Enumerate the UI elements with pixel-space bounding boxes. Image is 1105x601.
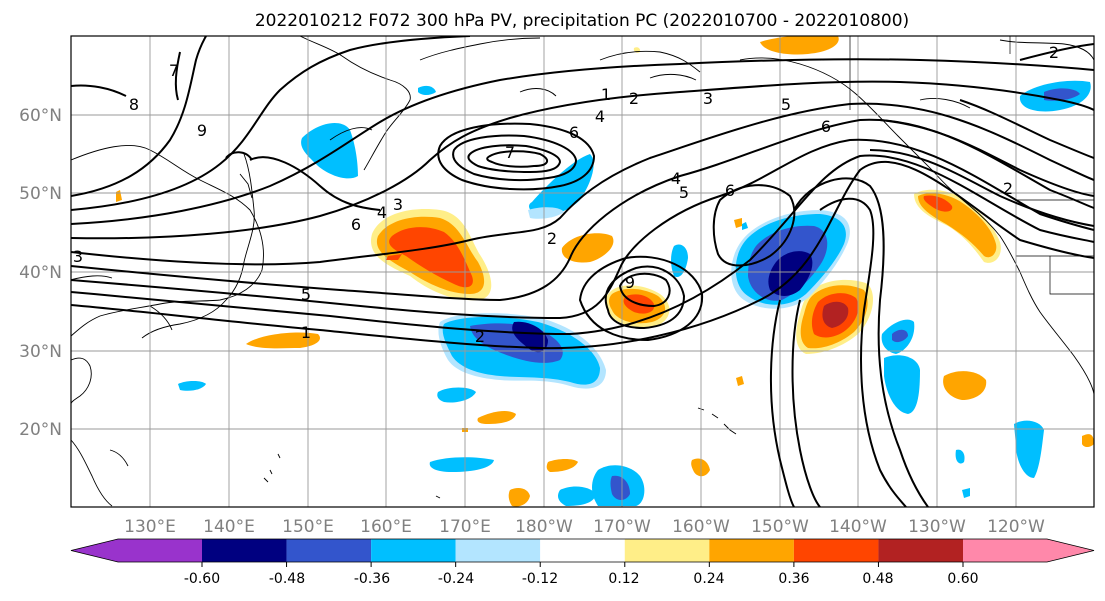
colorbar-segment — [202, 539, 287, 562]
contour-label: 6 — [821, 117, 831, 136]
contour-label: 5 — [781, 95, 791, 114]
lon-label: 140°W — [829, 517, 887, 537]
contour-label: 4 — [671, 169, 681, 188]
contour-label: 6 — [569, 123, 579, 142]
colorbar-extend-high — [1047, 539, 1094, 562]
contour-label: 9 — [197, 121, 207, 140]
contour-label: 8 — [129, 95, 139, 114]
contour-label: 2 — [475, 327, 485, 346]
contour-label: 6 — [351, 215, 361, 234]
lon-label: 130°W — [908, 517, 966, 537]
lon-label: 150°E — [282, 517, 334, 537]
colorbar-tick-label: -0.36 — [354, 571, 390, 587]
colorbar-tick-label: 0.60 — [947, 571, 978, 587]
latitude-labels: 60°N 50°N 40°N 30°N 20°N — [19, 106, 62, 440]
colorbar-tick-label: -0.24 — [438, 571, 474, 587]
longitude-labels: 130°E 140°E 150°E 160°E 170°E 180°W 170°… — [124, 517, 1045, 537]
contour-label: 5 — [301, 285, 311, 304]
colorbar-tick-labels: -0.60 -0.48 -0.36 -0.24 -0.12 0.12 0.24 … — [184, 571, 979, 587]
negative-anomaly-gulf-alaska — [731, 210, 850, 309]
positive-anomaly-gulf-alaska — [796, 279, 874, 354]
colorbar-outline — [70, 538, 1095, 563]
colorbar-extend-low — [71, 539, 118, 562]
colorbar-segment — [878, 539, 963, 562]
colorbar-segment — [709, 539, 794, 562]
lon-label: 160°W — [672, 517, 730, 537]
colorbar-tick-label: 0.12 — [608, 571, 639, 587]
lon-label: 150°W — [751, 517, 809, 537]
contour-label: 4 — [377, 203, 387, 222]
contour-label: 6 — [725, 181, 735, 200]
gridlines — [71, 36, 1094, 507]
contour-label: 1 — [301, 323, 311, 342]
lon-label: 160°E — [360, 517, 412, 537]
contour-label: 9 — [625, 273, 635, 292]
contour-label: 7 — [169, 61, 179, 80]
lon-label: 140°E — [203, 517, 255, 537]
lat-label: 60°N — [19, 106, 62, 126]
lon-label: 120°W — [987, 517, 1045, 537]
colorbar-segment — [286, 539, 372, 562]
contour-label: 3 — [393, 195, 403, 214]
colorbar-tick-label: -0.60 — [184, 571, 220, 587]
colorbar-segment — [624, 539, 710, 562]
colorbar-segment — [118, 539, 202, 562]
pv-contours — [71, 36, 1094, 507]
colorbar-segment — [540, 539, 625, 562]
colorbar-tick-label: -0.48 — [269, 571, 305, 587]
colorbar-tick-label: -0.12 — [522, 571, 558, 587]
contour-label: 2 — [629, 89, 639, 108]
lat-label: 30°N — [19, 342, 62, 362]
map-frame — [70, 35, 1095, 508]
colorbar-segments — [70, 538, 1095, 563]
lon-label: 180°W — [515, 517, 573, 537]
colorbar: -0.60 -0.48 -0.36 -0.24 -0.12 0.12 0.24 … — [70, 538, 1095, 587]
contour-labels: 7 8 9 3 4 6 5 1 2 1 2 3 4 5 6 7 2 4 5 6 — [73, 43, 1059, 346]
contour-label: 2 — [1003, 179, 1013, 198]
colorbar-segment — [455, 539, 541, 562]
colorbar-tick-label: 0.24 — [693, 571, 724, 587]
colorbar-tick-label: 0.36 — [778, 571, 809, 587]
positive-anomaly-small-patches — [116, 36, 1094, 507]
figure-title: 2022010212 F072 300 hPa PV, precipitatio… — [255, 11, 909, 31]
contour-label: 5 — [679, 183, 689, 202]
lon-label: 170°W — [593, 517, 651, 537]
lon-label: 170°E — [439, 517, 491, 537]
lat-label: 40°N — [19, 263, 62, 283]
contour-label: 2 — [1049, 43, 1059, 62]
map-panel: 7 8 9 3 4 6 5 1 2 1 2 3 4 5 6 7 2 4 5 6 — [70, 35, 1095, 508]
contour-label: 7 — [505, 143, 515, 162]
colorbar-tick-label: 0.48 — [862, 571, 893, 587]
positive-anomaly-bc-coast — [914, 189, 1001, 263]
colorbar-ticks — [201, 562, 964, 567]
colorbar-segment — [371, 539, 456, 562]
lat-label: 20°N — [19, 420, 62, 440]
colorbar-segment — [963, 539, 1047, 562]
lon-label: 130°E — [124, 517, 176, 537]
contour-label: 1 — [601, 85, 611, 104]
colorbar-segment — [793, 539, 879, 562]
contour-label: 3 — [73, 247, 83, 266]
lat-label: 50°N — [19, 184, 62, 204]
contour-label: 4 — [595, 107, 605, 126]
contour-label: 3 — [703, 89, 713, 108]
contour-label: 2 — [547, 229, 557, 248]
